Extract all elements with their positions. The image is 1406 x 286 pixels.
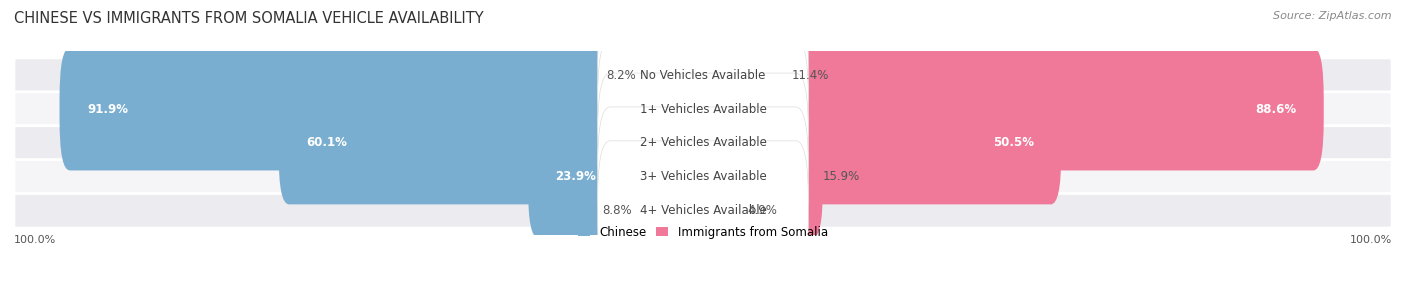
FancyBboxPatch shape bbox=[581, 173, 616, 249]
Text: Source: ZipAtlas.com: Source: ZipAtlas.com bbox=[1274, 11, 1392, 21]
FancyBboxPatch shape bbox=[786, 82, 1062, 204]
Text: 15.9%: 15.9% bbox=[823, 170, 860, 183]
Text: 91.9%: 91.9% bbox=[87, 103, 128, 116]
Text: 88.6%: 88.6% bbox=[1256, 103, 1296, 116]
Text: 8.8%: 8.8% bbox=[602, 204, 633, 217]
FancyBboxPatch shape bbox=[14, 58, 1392, 92]
Text: CHINESE VS IMMIGRANTS FROM SOMALIA VEHICLE AVAILABILITY: CHINESE VS IMMIGRANTS FROM SOMALIA VEHIC… bbox=[14, 11, 484, 26]
FancyBboxPatch shape bbox=[598, 5, 808, 145]
Legend: Chinese, Immigrants from Somalia: Chinese, Immigrants from Somalia bbox=[574, 221, 832, 243]
Text: 4.9%: 4.9% bbox=[747, 204, 778, 217]
Text: 50.5%: 50.5% bbox=[993, 136, 1033, 150]
Text: 23.9%: 23.9% bbox=[555, 170, 596, 183]
Text: 1+ Vehicles Available: 1+ Vehicles Available bbox=[640, 103, 766, 116]
Text: 100.0%: 100.0% bbox=[1350, 235, 1392, 245]
FancyBboxPatch shape bbox=[59, 48, 620, 170]
FancyBboxPatch shape bbox=[598, 107, 808, 247]
FancyBboxPatch shape bbox=[14, 160, 1392, 194]
FancyBboxPatch shape bbox=[786, 48, 1323, 170]
Text: 60.1%: 60.1% bbox=[307, 136, 347, 150]
FancyBboxPatch shape bbox=[14, 126, 1392, 160]
Text: 4+ Vehicles Available: 4+ Vehicles Available bbox=[640, 204, 766, 217]
FancyBboxPatch shape bbox=[278, 82, 620, 204]
FancyBboxPatch shape bbox=[529, 116, 620, 238]
Text: 2+ Vehicles Available: 2+ Vehicles Available bbox=[640, 136, 766, 150]
Text: 11.4%: 11.4% bbox=[792, 69, 830, 82]
Text: 3+ Vehicles Available: 3+ Vehicles Available bbox=[640, 170, 766, 183]
Text: 100.0%: 100.0% bbox=[14, 235, 56, 245]
FancyBboxPatch shape bbox=[14, 92, 1392, 126]
Text: 8.2%: 8.2% bbox=[606, 69, 636, 82]
FancyBboxPatch shape bbox=[582, 37, 616, 113]
Text: No Vehicles Available: No Vehicles Available bbox=[640, 69, 766, 82]
FancyBboxPatch shape bbox=[598, 141, 808, 281]
FancyBboxPatch shape bbox=[790, 173, 815, 249]
FancyBboxPatch shape bbox=[598, 73, 808, 213]
FancyBboxPatch shape bbox=[790, 37, 832, 113]
FancyBboxPatch shape bbox=[14, 194, 1392, 228]
FancyBboxPatch shape bbox=[786, 116, 823, 238]
FancyBboxPatch shape bbox=[598, 39, 808, 179]
